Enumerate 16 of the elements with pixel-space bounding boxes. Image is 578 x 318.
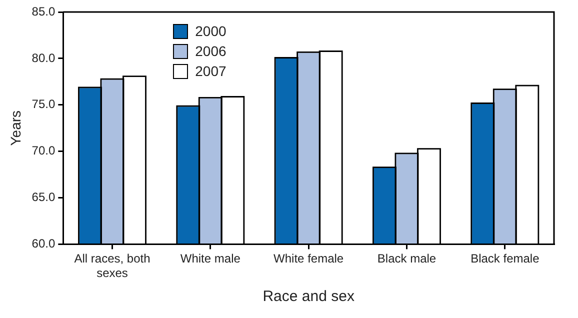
- y-tick-label: 80.0: [32, 50, 56, 65]
- y-tick-label: 75.0: [32, 97, 56, 112]
- x-tick-label: Black female: [470, 252, 540, 266]
- x-tick-label: All races, both sexes: [74, 252, 150, 280]
- x-tick-label: Black male: [377, 252, 436, 266]
- y-tick-label: 60.0: [32, 236, 56, 251]
- x-axis-title: Race and sex: [262, 288, 355, 306]
- legend-label: 2006: [195, 42, 226, 61]
- series-label: 2007: [195, 62, 226, 81]
- x-tick-label: White male: [180, 252, 241, 266]
- x-tick-label: White female: [274, 252, 344, 266]
- y-tick-label: 70.0: [32, 144, 56, 158]
- legend-label: 2000: [195, 22, 226, 41]
- y-tick-label: 85.0: [32, 4, 56, 18]
- y-axis-title: Years: [7, 110, 24, 146]
- y-tick-label: 65.0: [32, 190, 56, 204]
